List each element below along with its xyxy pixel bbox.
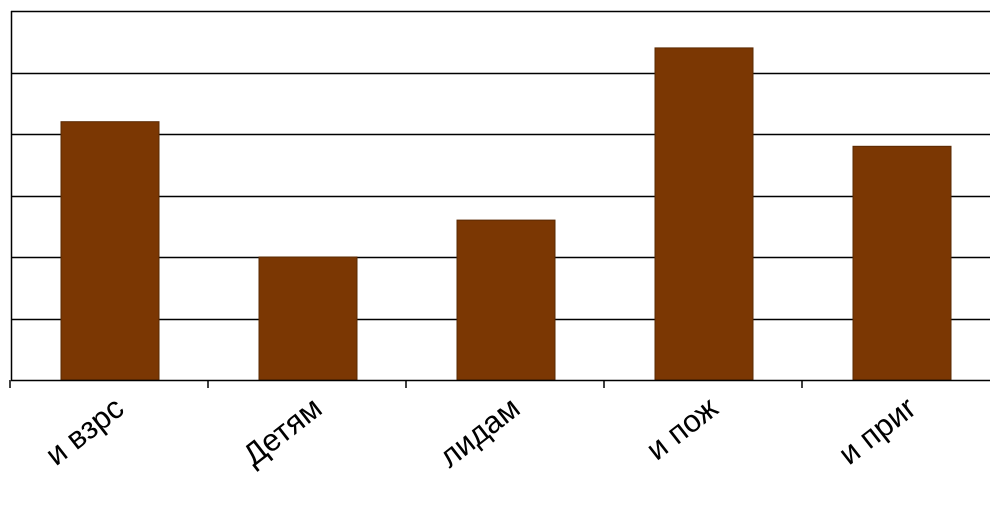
axes (9, 11, 990, 388)
x-tick-label: Детям (236, 390, 328, 473)
x-tick-label: и взрс (39, 390, 131, 472)
x-tick-label: и пож (639, 390, 724, 467)
bar (456, 219, 556, 381)
bar (654, 47, 754, 381)
x-tick-labels: и взрс Детям лидам и пож и приr (39, 390, 923, 474)
bar (852, 145, 952, 381)
bar (258, 256, 358, 381)
x-tick-label: и приr (832, 390, 923, 472)
gridlines (11, 10, 990, 321)
bar (60, 121, 160, 381)
bars (60, 47, 952, 381)
x-tick-label: лидам (432, 390, 526, 474)
